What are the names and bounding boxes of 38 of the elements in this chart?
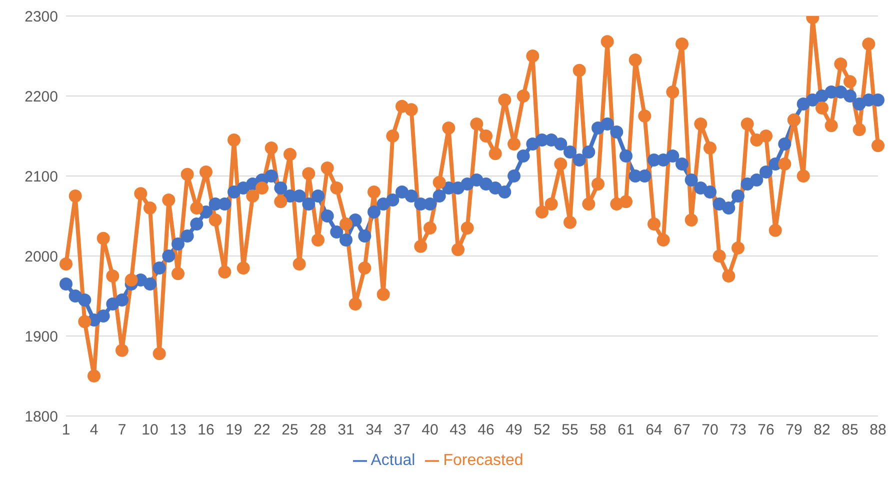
x-tick-label: 49 <box>506 422 522 439</box>
x-tick-label: 22 <box>254 422 270 439</box>
x-tick-label: 46 <box>478 422 494 439</box>
y-tick-label: 2100 <box>24 168 58 186</box>
x-tick-label: 67 <box>674 422 690 439</box>
x-tick-label: 43 <box>450 422 466 439</box>
x-tick-label: 76 <box>758 422 774 439</box>
x-tick-label: 58 <box>590 422 606 439</box>
x-tick-label: 28 <box>310 422 326 439</box>
x-tick-label: 31 <box>338 422 354 439</box>
x-tick-label: 37 <box>394 422 410 439</box>
x-tick-label: 70 <box>702 422 718 439</box>
x-tick-label: 73 <box>730 422 746 439</box>
x-tick-label: 7 <box>118 422 126 439</box>
legend-label: Actual <box>370 452 416 469</box>
x-tick-label: 40 <box>422 422 438 439</box>
x-tick-label: 88 <box>870 422 886 439</box>
y-tick-label: 2300 <box>24 8 58 26</box>
x-tick-label: 4 <box>90 422 98 439</box>
x-tick-label: 34 <box>366 422 382 439</box>
x-tick-label: 79 <box>786 422 802 439</box>
x-tick-label: 52 <box>534 422 550 439</box>
x-tick-label: 55 <box>562 422 578 439</box>
x-tick-label: 64 <box>646 422 662 439</box>
y-tick-label: 2200 <box>24 88 58 106</box>
x-tick-label: 13 <box>170 422 186 439</box>
legend-label: Forecasted <box>443 452 524 469</box>
y-tick-label: 2000 <box>24 248 58 266</box>
x-tick-label: 1 <box>62 422 70 439</box>
x-tick-label: 85 <box>842 422 858 439</box>
x-tick-label: 10 <box>142 422 158 439</box>
x-tick-label: 61 <box>618 422 634 439</box>
x-tick-label: 25 <box>282 422 298 439</box>
x-tick-label: 82 <box>814 422 830 439</box>
y-tick-label: 1900 <box>24 328 58 346</box>
x-tick-label: 19 <box>226 422 242 439</box>
x-tick-label: 16 <box>198 422 214 439</box>
y-tick-label: 1800 <box>24 408 58 426</box>
